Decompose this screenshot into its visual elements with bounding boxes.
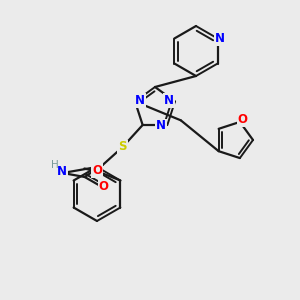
Text: N: N (215, 32, 225, 45)
Text: S: S (118, 140, 127, 154)
Text: O: O (99, 181, 109, 194)
Text: N: N (57, 166, 67, 178)
Text: N: N (156, 119, 166, 133)
Text: N: N (164, 94, 174, 107)
Text: O: O (238, 113, 248, 126)
Text: N: N (135, 94, 145, 107)
Text: O: O (92, 164, 102, 177)
Text: H: H (51, 160, 58, 170)
